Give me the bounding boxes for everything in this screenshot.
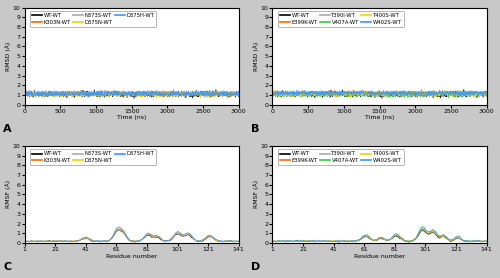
Legend: WT-WT, K303N-WT, N373S-WT, D375N-WT, D375H-WT: WT-WT, K303N-WT, N373S-WT, D375N-WT, D37… [30, 11, 156, 27]
Y-axis label: RMSF (Å): RMSF (Å) [254, 180, 259, 208]
Text: C: C [3, 262, 11, 272]
Legend: WT-WT, E399K-WT, T390I-WT, V407A-WT, T400S-WT, W402S-WT: WT-WT, E399K-WT, T390I-WT, V407A-WT, T40… [278, 11, 404, 27]
X-axis label: Residue number: Residue number [106, 254, 158, 259]
X-axis label: Time (ns): Time (ns) [365, 115, 394, 120]
X-axis label: Residue number: Residue number [354, 254, 405, 259]
Text: A: A [3, 124, 12, 134]
X-axis label: Time (ns): Time (ns) [117, 115, 146, 120]
Text: D: D [251, 262, 260, 272]
Y-axis label: RMSD (Å): RMSD (Å) [254, 41, 259, 71]
Y-axis label: RMSD (Å): RMSD (Å) [6, 41, 11, 71]
Y-axis label: RMSF (Å): RMSF (Å) [6, 180, 11, 208]
Legend: WT-WT, K303N-WT, N373S-WT, D375N-WT, D375H-WT: WT-WT, K303N-WT, N373S-WT, D375N-WT, D37… [30, 149, 156, 165]
Text: B: B [251, 124, 260, 134]
Legend: WT-WT, E399K-WT, T390I-WT, V407A-WT, T400S-WT, W402S-WT: WT-WT, E399K-WT, T390I-WT, V407A-WT, T40… [278, 149, 404, 165]
